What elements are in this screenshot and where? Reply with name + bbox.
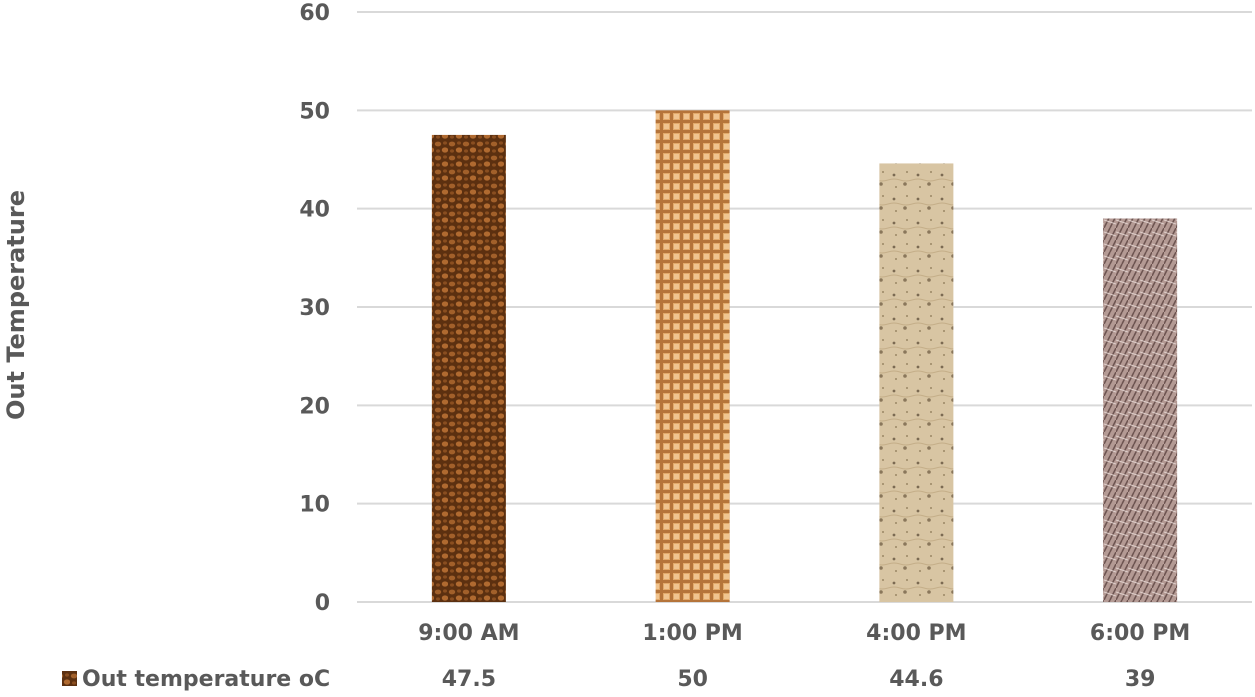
y-tick-label: 60 — [299, 1, 330, 26]
data-table-value: 50 — [677, 667, 708, 692]
y-tick-label: 20 — [299, 394, 330, 419]
y-tick-label: 40 — [299, 198, 330, 223]
x-category-label: 6:00 PM — [1090, 621, 1190, 646]
y-tick-label: 50 — [299, 99, 330, 124]
y-axis-label: Out Temperature — [2, 190, 30, 420]
bar — [879, 163, 954, 602]
x-axis-category-labels: 9:00 AM 1:00 PM 4:00 PM 6:00 PM — [418, 621, 1190, 646]
bars — [431, 110, 1178, 602]
gridlines — [357, 11, 1252, 603]
x-category-label: 4:00 PM — [866, 621, 966, 646]
legend-key — [62, 671, 77, 686]
y-axis-tick-labels: 0 10 20 30 40 50 60 — [299, 1, 330, 616]
bar — [1103, 218, 1178, 602]
x-category-label: 9:00 AM — [418, 621, 519, 646]
bar — [431, 134, 506, 602]
y-tick-label: 0 — [315, 591, 330, 616]
x-category-label: 1:00 PM — [642, 621, 742, 646]
data-table-value: 47.5 — [442, 667, 496, 692]
y-tick-label: 30 — [299, 296, 330, 321]
data-table-value: 44.6 — [889, 667, 943, 692]
y-tick-label: 10 — [299, 493, 330, 518]
data-table-value: 39 — [1125, 667, 1156, 692]
legend-series-name: Out temperature oC — [82, 667, 330, 692]
bar — [655, 110, 730, 602]
data-table-row: 47.5 50 44.6 39 Out temperature oC — [62, 667, 1155, 692]
